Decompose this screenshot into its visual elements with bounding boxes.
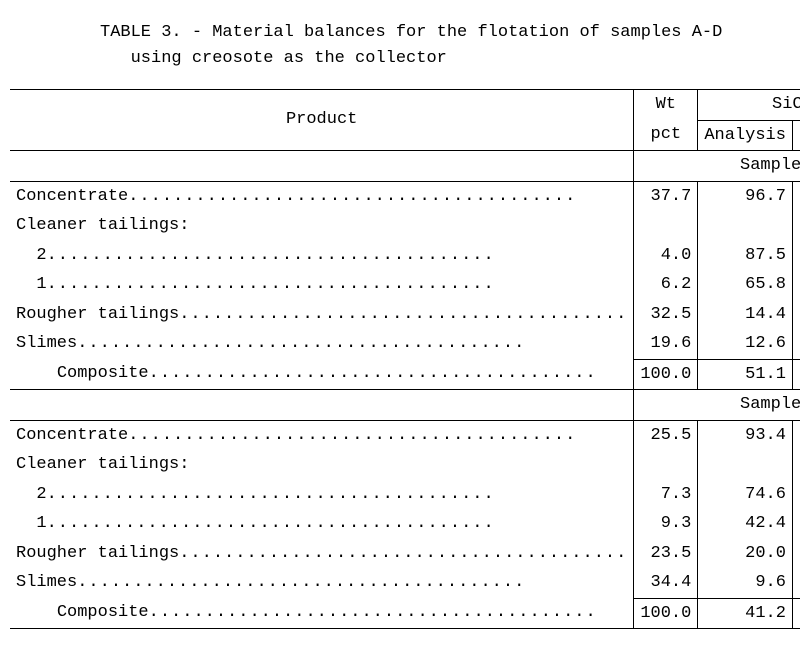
cell: 13.2 xyxy=(792,480,800,510)
row-label: Concentrate xyxy=(16,426,576,445)
cell: 9.6 xyxy=(698,568,793,598)
title-line-2: using creosote as the collector xyxy=(131,49,447,68)
cell: 4.8 xyxy=(792,329,800,359)
cell: 8.0 xyxy=(792,270,800,300)
row-label: Cleaner tailings: xyxy=(10,450,634,480)
cell: 57.8 xyxy=(792,420,800,450)
table-row: Concentrate 37.7 96.7 71.3 15.1 91.6 43.… xyxy=(10,181,800,211)
table-row: Rougher tailings 32.5 14.4 9.1 29.9 21.9… xyxy=(10,300,800,330)
row-label: Composite xyxy=(16,603,597,622)
material-balance-table: Product Wt SiC, pct Wt SiC, pct pct Anal… xyxy=(10,89,800,629)
row-label: 2 xyxy=(16,485,495,504)
cell: 42.4 xyxy=(698,509,793,539)
header-sic-left: SiC, pct xyxy=(698,90,800,121)
cell: 96.7 xyxy=(698,181,793,211)
row-label: 1 xyxy=(16,275,495,294)
cell: 25.5 xyxy=(634,420,698,450)
table-row: 1 6.2 65.8 8.0 .1 41.0 9.0 xyxy=(10,270,800,300)
cell: 19.6 xyxy=(634,329,698,359)
row-label: Rougher tailings xyxy=(16,305,627,324)
cell: 65.8 xyxy=(698,270,793,300)
table-row: Rougher tailings 23.5 20.0 11.4 17.9 15.… xyxy=(10,539,800,569)
cell: 100.0 xyxy=(634,359,698,390)
cell: 8.0 xyxy=(792,568,800,598)
cell: 87.5 xyxy=(698,241,793,271)
table-row: Slimes 34.4 9.6 8.0 4.1 9.6 .5 xyxy=(10,568,800,598)
row-label: Composite xyxy=(16,364,597,383)
cell: 12.6 xyxy=(698,329,793,359)
title-line-1: TABLE 3. - Material balances for the flo… xyxy=(100,23,722,42)
row-label: Cleaner tailings: xyxy=(10,211,634,241)
cell: 4.0 xyxy=(634,241,698,271)
cell: 100.0 xyxy=(792,598,800,629)
cell: 71.3 xyxy=(792,181,800,211)
table-title: TABLE 3. - Material balances for the flo… xyxy=(100,20,790,71)
table-row: Cleaner tailings: xyxy=(10,211,800,241)
header-distribution-left: Distribution xyxy=(792,120,800,151)
cell: 100.0 xyxy=(792,359,800,390)
sample-c-header: Sample C xyxy=(634,390,800,421)
table-row: 1 9.3 42.4 9.6 7.3 50.6 4.9 xyxy=(10,509,800,539)
row-label: 2 xyxy=(16,246,495,265)
cell: 37.7 xyxy=(634,181,698,211)
header-wt-left: Wt xyxy=(634,90,698,121)
table-row: Composite 100.0 51.1 100.0 100.0 32.1 10… xyxy=(10,359,800,390)
cell: 41.2 xyxy=(698,598,793,629)
row-label: 1 xyxy=(16,514,495,533)
cell: 9.1 xyxy=(792,300,800,330)
row-label: Slimes xyxy=(16,334,525,353)
cell: 93.4 xyxy=(698,420,793,450)
cell: 32.5 xyxy=(634,300,698,330)
table-row: Concentrate 25.5 93.4 57.8 66.3 98.3 86.… xyxy=(10,420,800,450)
header-pct-left: pct xyxy=(634,120,698,151)
row-label: Rougher tailings xyxy=(16,544,627,563)
table-row: Slimes 19.6 12.6 4.8 44.5 14.3 19.9 xyxy=(10,329,800,359)
cell: 14.4 xyxy=(698,300,793,330)
cell: 74.6 xyxy=(698,480,793,510)
cell: 6.8 xyxy=(792,241,800,271)
cell: 11.4 xyxy=(792,539,800,569)
cell: 34.4 xyxy=(634,568,698,598)
cell: 100.0 xyxy=(634,598,698,629)
cell: 7.3 xyxy=(634,480,698,510)
table-row: 2 4.0 87.5 6.8 3.4 71.1 7.6 xyxy=(10,241,800,271)
header-analysis-left: Analysis xyxy=(698,120,793,151)
row-label: Slimes xyxy=(16,573,525,592)
cell: 51.1 xyxy=(698,359,793,390)
cell: 6.2 xyxy=(634,270,698,300)
table-row: Composite 100.0 41.2 100.0 100.0 75.3 10… xyxy=(10,598,800,629)
cell: 23.5 xyxy=(634,539,698,569)
header-product: Product xyxy=(10,90,634,151)
table-row: 2 7.3 74.6 13.2 4.4 75.4 4.4 xyxy=(10,480,800,510)
cell: 9.6 xyxy=(792,509,800,539)
sample-a-header: Sample A xyxy=(634,151,800,182)
cell: 9.3 xyxy=(634,509,698,539)
row-label: Concentrate xyxy=(16,187,576,206)
table-row: Cleaner tailings: xyxy=(10,450,800,480)
cell: 20.0 xyxy=(698,539,793,569)
